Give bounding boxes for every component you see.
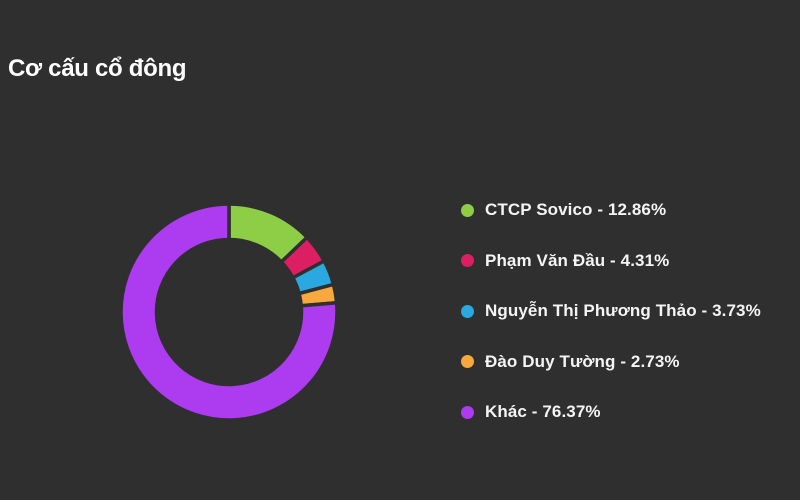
legend-dot-icon — [461, 254, 474, 268]
chart-legend: CTCP Sovico - 12.86% Phạm Văn Đầu - 4.31… — [461, 185, 761, 438]
legend-label: Phạm Văn Đầu - 4.31% — [485, 250, 670, 270]
legend-item-pham-van-dau[interactable]: Phạm Văn Đầu - 4.31% — [461, 236, 761, 287]
legend-dot-icon — [461, 304, 474, 318]
legend-item-khac[interactable]: Khác - 76.37% — [461, 387, 761, 438]
legend-item-ctcp-sovico[interactable]: CTCP Sovico - 12.86% — [461, 185, 761, 236]
page-title: Cơ cấu cổ đông — [8, 55, 187, 82]
legend-label: Nguyễn Thị Phương Thảo - 3.73% — [485, 301, 761, 321]
donut-segment-5[interactable] — [119, 202, 339, 422]
legend-item-dao-duy-tuong[interactable]: Đào Duy Tường - 2.73% — [461, 337, 761, 388]
legend-dot-icon — [461, 405, 474, 419]
legend-label: CTCP Sovico - 12.86% — [485, 200, 667, 220]
legend-label: Khác - 76.37% — [485, 402, 601, 422]
legend-label: Đào Duy Tường - 2.73% — [485, 351, 680, 371]
legend-dot-icon — [461, 355, 474, 369]
legend-item-nguyen-thi-phuong-thao[interactable]: Nguyễn Thị Phương Thảo - 3.73% — [461, 286, 761, 337]
legend-dot-icon — [461, 203, 474, 217]
